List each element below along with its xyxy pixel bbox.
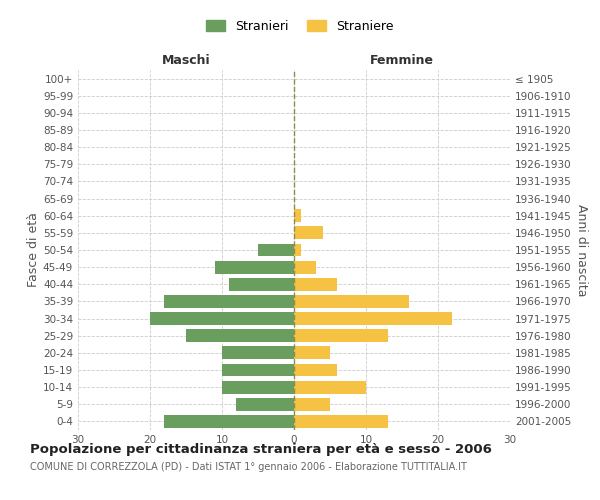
Bar bbox=[215, 260, 294, 274]
Bar bbox=[294, 398, 330, 410]
Bar bbox=[294, 295, 409, 308]
Bar bbox=[186, 330, 294, 342]
Bar bbox=[294, 415, 388, 428]
Bar bbox=[294, 330, 388, 342]
Bar bbox=[222, 364, 294, 376]
Bar bbox=[294, 226, 323, 239]
Y-axis label: Anni di nascita: Anni di nascita bbox=[575, 204, 588, 296]
Bar bbox=[150, 312, 294, 325]
Text: COMUNE DI CORREZZOLA (PD) - Dati ISTAT 1° gennaio 2006 - Elaborazione TUTTITALIA: COMUNE DI CORREZZOLA (PD) - Dati ISTAT 1… bbox=[30, 462, 467, 472]
Bar bbox=[258, 244, 294, 256]
Y-axis label: Fasce di età: Fasce di età bbox=[27, 212, 40, 288]
Bar bbox=[229, 278, 294, 290]
Bar bbox=[236, 398, 294, 410]
Legend: Stranieri, Straniere: Stranieri, Straniere bbox=[203, 16, 397, 37]
Bar bbox=[294, 364, 337, 376]
Text: Femmine: Femmine bbox=[370, 54, 434, 66]
Text: Maschi: Maschi bbox=[161, 54, 211, 66]
Bar bbox=[294, 210, 301, 222]
Bar bbox=[222, 380, 294, 394]
Text: Popolazione per cittadinanza straniera per età e sesso - 2006: Popolazione per cittadinanza straniera p… bbox=[30, 442, 492, 456]
Bar bbox=[164, 415, 294, 428]
Bar bbox=[294, 244, 301, 256]
Bar bbox=[164, 295, 294, 308]
Bar bbox=[222, 346, 294, 360]
Bar bbox=[294, 380, 366, 394]
Bar bbox=[294, 260, 316, 274]
Bar bbox=[294, 346, 330, 360]
Bar bbox=[294, 312, 452, 325]
Bar bbox=[294, 278, 337, 290]
